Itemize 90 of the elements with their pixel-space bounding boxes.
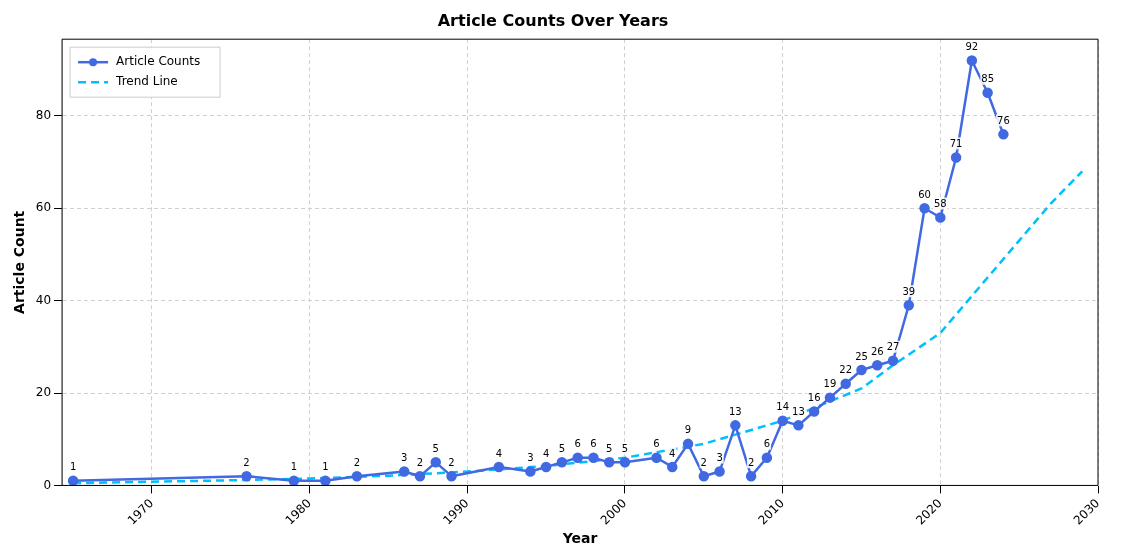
point	[824, 392, 836, 403]
data-label: 22	[839, 364, 853, 376]
data-label: 6	[590, 438, 597, 450]
data-label: 19	[823, 378, 837, 390]
point	[793, 420, 804, 431]
data-label: 1	[69, 461, 77, 473]
data-label: 14	[776, 401, 790, 413]
point	[808, 406, 820, 417]
point	[588, 452, 599, 463]
chart-title: Article Counts Over Years	[437, 10, 669, 30]
data-label: 2	[416, 456, 424, 468]
point	[682, 438, 694, 450]
point	[667, 461, 678, 473]
point	[67, 475, 79, 486]
data-label: 3	[401, 452, 408, 464]
point	[619, 457, 631, 468]
y-tick-label: 0	[43, 477, 52, 492]
point	[398, 466, 410, 477]
data-label: 25	[855, 350, 868, 362]
data-label: 9	[684, 424, 692, 436]
data-label: 2	[700, 456, 707, 468]
data-label: 5	[558, 442, 566, 454]
data-label: 26	[870, 345, 884, 357]
point	[493, 461, 505, 473]
point	[540, 461, 552, 473]
y-tick-label: 40	[35, 292, 52, 307]
data-label: 2	[448, 456, 455, 468]
data-label: 4	[495, 447, 503, 459]
data-label: 4	[542, 447, 550, 459]
point	[556, 457, 568, 468]
data-label: 5	[606, 442, 613, 454]
legend-label: Trend Line	[115, 74, 178, 89]
point	[840, 378, 851, 390]
data-label: 5	[621, 442, 629, 454]
point	[651, 452, 662, 463]
data-label: 85	[981, 73, 994, 85]
data-label: 2	[243, 456, 250, 468]
data-label: 3	[716, 452, 723, 464]
data-label: 39	[902, 285, 916, 297]
point	[998, 129, 1009, 140]
y-axis-title: Article Count	[11, 210, 28, 314]
point	[414, 470, 426, 482]
data-label: 6	[763, 438, 771, 450]
data-label: 1	[322, 461, 329, 473]
point	[777, 415, 788, 426]
point	[872, 360, 883, 371]
data-label: 3	[527, 452, 534, 464]
point	[241, 470, 252, 482]
y-tick-label: 80	[35, 108, 52, 123]
data-label: 1	[290, 461, 298, 473]
point	[856, 364, 867, 376]
data-label: 71	[949, 138, 963, 150]
x-axis-title: Year	[561, 530, 598, 547]
point	[919, 203, 930, 214]
point	[603, 457, 615, 468]
point	[903, 300, 915, 311]
data-label: 6	[653, 438, 660, 450]
data-label: 60	[918, 188, 931, 200]
point	[351, 470, 363, 482]
point	[288, 475, 300, 486]
point	[714, 466, 725, 477]
y-tick-label: 20	[35, 385, 52, 400]
point	[761, 452, 773, 463]
point	[430, 457, 442, 468]
data-label: 13	[792, 405, 805, 417]
data-label: 2	[747, 456, 755, 468]
data-label: 16	[807, 392, 821, 404]
point	[745, 470, 757, 482]
legend-label: Article Counts	[116, 54, 201, 69]
data-label: 6	[574, 438, 581, 450]
point	[935, 212, 946, 223]
point	[446, 470, 457, 482]
y-tick-label: 60	[35, 200, 52, 215]
data-label: 13	[728, 405, 742, 417]
point	[982, 87, 993, 99]
point	[698, 470, 710, 482]
point	[525, 466, 536, 477]
point	[887, 355, 899, 366]
data-label: 5	[432, 442, 439, 454]
point	[950, 152, 962, 163]
data-label: 76	[997, 114, 1010, 126]
point	[966, 55, 978, 66]
data-label: 4	[669, 447, 676, 459]
data-label: 2	[353, 456, 361, 468]
point	[730, 420, 741, 431]
data-label: 58	[933, 198, 947, 210]
point	[572, 452, 583, 463]
data-label: 92	[965, 41, 979, 53]
data-label: 27	[886, 341, 900, 353]
point	[320, 475, 331, 486]
